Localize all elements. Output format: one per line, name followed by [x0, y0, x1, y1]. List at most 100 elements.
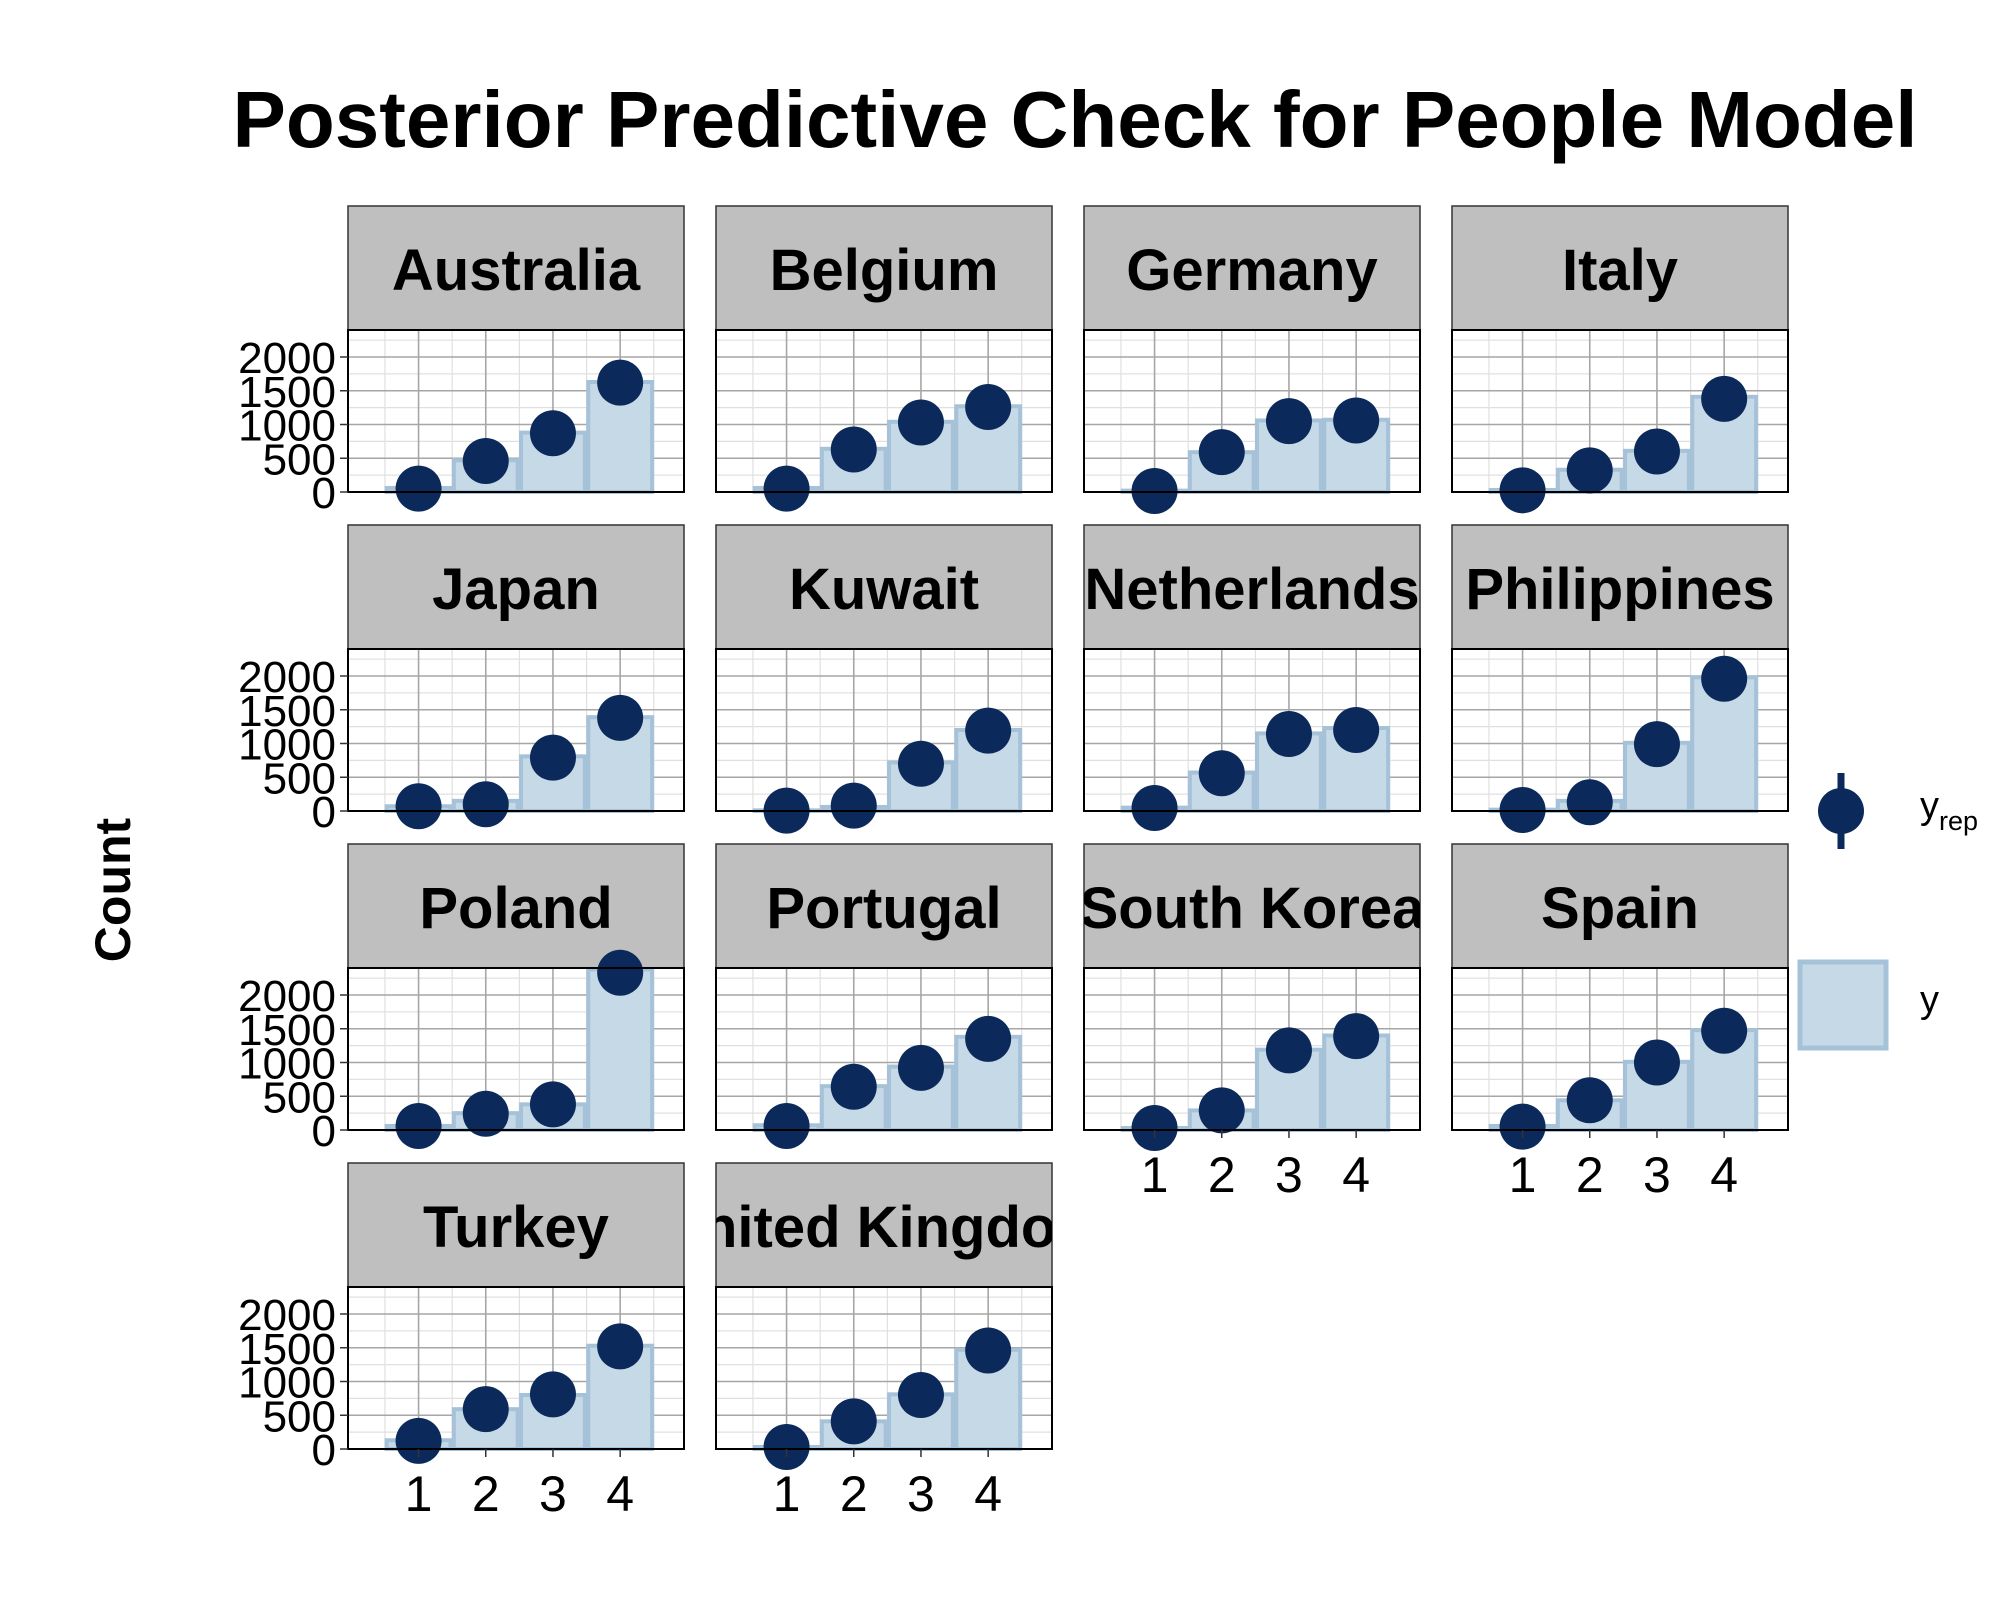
- y-tick-label: 500: [263, 1392, 336, 1441]
- y-tick-label: 500: [263, 435, 336, 484]
- panel-south-korea: South Korea 1 2 3 4: [1080, 843, 1426, 1203]
- point-yrep-spain-2: [1566, 1077, 1613, 1124]
- point-yrep-south-korea-2: [1198, 1087, 1245, 1134]
- point-yrep-kuwait-4: [965, 707, 1012, 754]
- strip-belgium: [715, 205, 1053, 331]
- strip-italy: [1451, 205, 1789, 331]
- point-yrep-philippines-2: [1566, 779, 1613, 826]
- strip-label-australia: Australia: [392, 238, 641, 303]
- point-yrep-philippines-4: [1701, 655, 1748, 702]
- y-tick-label: 500: [263, 1073, 336, 1122]
- point-yrep-netherlands-1: [1131, 784, 1178, 831]
- y-tick-label: 1500: [238, 1006, 336, 1055]
- strip-label-japan: Japan: [432, 557, 600, 622]
- y-axis-label: Count: [85, 817, 141, 962]
- point-yrep-italy-1: [1499, 467, 1546, 514]
- panel-border-philippines: [1451, 648, 1789, 812]
- point-yrep-australia-3: [529, 410, 576, 457]
- y-tick-label: 2000: [238, 334, 336, 383]
- point-yrep-turkey-1: [395, 1417, 442, 1464]
- legend-y-swatch: [1797, 959, 1889, 1051]
- strip-netherlands: [1083, 524, 1421, 650]
- strip-united-kingdom: [715, 1162, 1053, 1288]
- point-yrep-portugal-2: [830, 1063, 877, 1110]
- panel-border-italy: [1451, 329, 1789, 493]
- point-yrep-japan-2: [462, 781, 509, 828]
- strip-spain: [1451, 843, 1789, 969]
- chart-title: Posterior Predictive Check for People Mo…: [233, 75, 1918, 164]
- point-yrep-portugal-1: [763, 1102, 810, 1149]
- strip-label-poland: Poland: [419, 876, 612, 941]
- x-tick-label: 4: [606, 1466, 634, 1522]
- point-yrep-italy-4: [1701, 375, 1748, 422]
- panel-portugal: Portugal: [715, 843, 1053, 1149]
- panel-germany: Germany: [1083, 205, 1421, 514]
- point-yrep-united-kingdom-2: [830, 1398, 877, 1445]
- point-yrep-italy-2: [1566, 447, 1613, 494]
- x-tick-label: 4: [1342, 1147, 1370, 1203]
- point-yrep-philippines-1: [1499, 786, 1546, 833]
- panel-border-kuwait: [715, 648, 1053, 812]
- x-tick-label: 4: [1710, 1147, 1738, 1203]
- strip-philippines: [1451, 524, 1789, 650]
- point-yrep-australia-1: [395, 465, 442, 512]
- point-yrep-turkey-2: [462, 1386, 509, 1433]
- x-tick-label: 4: [974, 1466, 1002, 1522]
- legend-y-label: y: [1920, 979, 1939, 1021]
- y-tick-label: 1500: [238, 687, 336, 736]
- point-yrep-germany-1: [1131, 467, 1178, 514]
- panel-philippines: Philippines: [1451, 524, 1789, 833]
- strip-label-south-korea: South Korea: [1080, 876, 1426, 941]
- point-yrep-germany-3: [1265, 398, 1312, 445]
- panel-belgium: Belgium: [715, 205, 1053, 512]
- panel-netherlands: Netherlands: [1083, 524, 1421, 831]
- y-tick-label: 2000: [238, 972, 336, 1021]
- y-tick-label: 0: [312, 1426, 336, 1475]
- strip-portugal: [715, 843, 1053, 969]
- point-yrep-japan-3: [529, 734, 576, 781]
- point-yrep-turkey-4: [597, 1323, 644, 1370]
- point-yrep-south-korea-3: [1265, 1027, 1312, 1074]
- strip-label-germany: Germany: [1126, 238, 1377, 303]
- strip-label-kuwait: Kuwait: [789, 557, 979, 622]
- point-yrep-poland-2: [462, 1090, 509, 1137]
- point-yrep-italy-3: [1633, 428, 1680, 475]
- legend-yrep-label: yrep: [1920, 785, 1978, 836]
- point-yrep-spain-4: [1701, 1007, 1748, 1054]
- x-tick-label: 3: [1643, 1147, 1671, 1203]
- point-yrep-japan-1: [395, 783, 442, 830]
- point-yrep-philippines-3: [1633, 721, 1680, 768]
- y-tick-label: 1500: [238, 368, 336, 417]
- legend: yrep y: [1797, 773, 1978, 1051]
- y-tick-label: 1000: [238, 1359, 336, 1408]
- x-tick-label: 2: [840, 1466, 868, 1522]
- x-tick-label: 3: [539, 1466, 567, 1522]
- point-yrep-poland-1: [395, 1102, 442, 1149]
- y-tick-label: 0: [312, 469, 336, 518]
- point-yrep-south-korea-1: [1131, 1104, 1178, 1151]
- x-tick-label: 1: [1509, 1147, 1537, 1203]
- strip-label-united-kingdom: United Kingdom: [660, 1195, 1108, 1260]
- strip-poland: [347, 843, 685, 969]
- point-yrep-portugal-4: [965, 1015, 1012, 1062]
- y-tick-label: 1000: [238, 402, 336, 451]
- x-tick-label: 3: [907, 1466, 935, 1522]
- point-yrep-spain-3: [1633, 1039, 1680, 1086]
- panel-united-kingdom: United Kingdom 1 2 3 4: [660, 1162, 1108, 1522]
- point-yrep-united-kingdom-4: [965, 1327, 1012, 1374]
- strip-label-portugal: Portugal: [766, 876, 1001, 941]
- point-yrep-belgium-1: [763, 465, 810, 512]
- y-tick-label: 2000: [238, 1291, 336, 1340]
- y-tick-label: 1000: [238, 721, 336, 770]
- panel-border-australia: [347, 329, 685, 493]
- x-tick-label: 2: [472, 1466, 500, 1522]
- panel-border-spain: [1451, 967, 1789, 1131]
- point-yrep-united-kingdom-1: [763, 1423, 810, 1470]
- point-yrep-belgium-4: [965, 383, 1012, 430]
- point-yrep-poland-4: [597, 949, 644, 996]
